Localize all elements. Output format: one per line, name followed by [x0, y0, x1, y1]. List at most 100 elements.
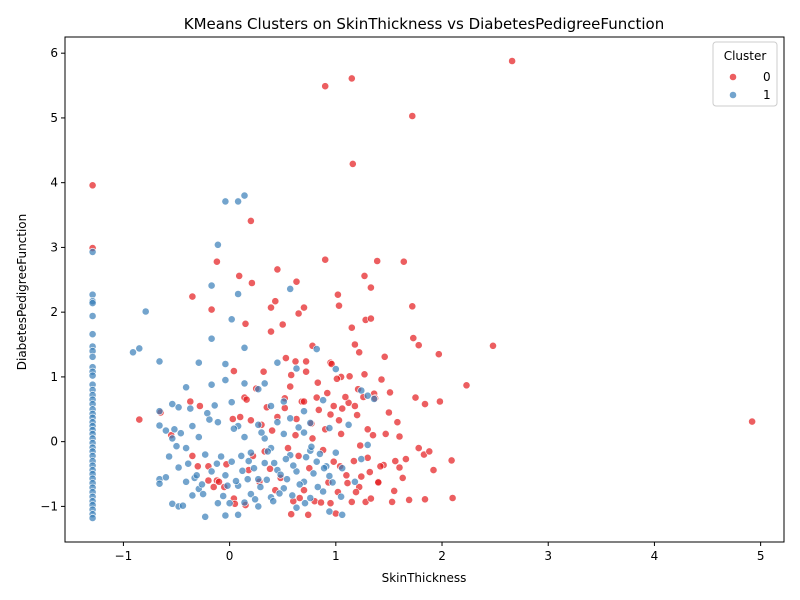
point-cluster-0	[352, 488, 360, 496]
point-cluster-0	[195, 402, 204, 410]
point-cluster-1	[254, 502, 263, 511]
point-cluster-1	[194, 433, 203, 441]
point-cluster-1	[254, 420, 263, 429]
point-cluster-1	[307, 442, 316, 451]
point-cluster-0	[300, 397, 308, 406]
point-cluster-1	[217, 452, 225, 461]
point-cluster-1	[289, 461, 298, 470]
point-cluster-1	[199, 490, 207, 498]
point-cluster-1	[325, 472, 334, 480]
point-cluster-0	[291, 357, 300, 366]
point-cluster-0	[429, 466, 438, 474]
point-cluster-0	[341, 393, 350, 401]
point-cluster-0	[235, 271, 244, 280]
point-cluster-1	[210, 401, 219, 410]
point-cluster-1	[260, 379, 269, 388]
point-cluster-0	[489, 341, 497, 350]
point-cluster-0	[376, 462, 385, 471]
y-tick-label: 6	[50, 46, 58, 60]
legend-box	[712, 41, 778, 107]
point-cluster-0	[294, 451, 303, 460]
point-cluster-1	[198, 480, 206, 489]
point-cluster-0	[329, 457, 338, 466]
point-cluster-0	[345, 372, 354, 381]
point-cluster-0	[414, 444, 423, 452]
point-cluster-0	[326, 499, 335, 508]
point-cluster-1	[256, 483, 265, 491]
point-cluster-0	[350, 402, 359, 410]
point-cluster-1	[201, 512, 210, 521]
x-tick-label: 5	[757, 549, 765, 563]
point-cluster-1	[295, 480, 304, 489]
point-cluster-0	[332, 374, 341, 383]
point-cluster-0	[321, 82, 330, 91]
point-cluster-1	[338, 510, 347, 519]
point-cluster-1	[250, 464, 258, 473]
point-cluster-1	[221, 471, 230, 480]
point-cluster-1	[257, 428, 266, 437]
point-cluster-0	[329, 402, 338, 410]
point-cluster-1	[370, 394, 378, 403]
point-cluster-1	[240, 343, 249, 352]
point-cluster-1	[234, 290, 242, 298]
point-cluster-1	[174, 403, 183, 412]
point-cluster-0	[342, 471, 351, 480]
point-cluster-0	[273, 265, 282, 274]
point-cluster-1	[325, 507, 334, 516]
point-cluster-1	[213, 240, 222, 249]
point-cluster-1	[168, 400, 177, 408]
point-cluster-0	[267, 327, 275, 336]
point-cluster-1	[338, 464, 347, 473]
point-cluster-1	[88, 299, 97, 307]
y-tick-label: 1	[50, 370, 58, 384]
point-cluster-1	[320, 464, 328, 473]
point-cluster-0	[508, 57, 516, 65]
point-cluster-1	[294, 423, 303, 432]
point-cluster-1	[240, 498, 249, 507]
point-cluster-1	[246, 490, 255, 498]
point-cluster-0	[398, 473, 407, 482]
point-cluster-1	[286, 414, 295, 423]
point-cluster-0	[374, 478, 383, 487]
legend: Cluster 0 1	[712, 41, 778, 107]
points-layer	[88, 57, 756, 522]
x-tick-label: 4	[651, 549, 659, 563]
point-cluster-0	[377, 375, 386, 384]
point-cluster-1	[229, 424, 238, 433]
point-cluster-1	[203, 409, 212, 418]
point-cluster-1	[292, 503, 301, 512]
point-cluster-0	[357, 472, 366, 481]
point-cluster-1	[313, 483, 322, 491]
point-cluster-1	[161, 473, 170, 482]
point-cluster-0	[300, 303, 308, 312]
point-cluster-0	[366, 283, 375, 292]
point-cluster-0	[308, 434, 317, 443]
point-cluster-0	[408, 302, 417, 311]
point-cluster-0	[305, 464, 314, 473]
plot-frame	[64, 36, 785, 543]
point-cluster-0	[300, 486, 308, 495]
point-cluster-0	[363, 425, 372, 434]
point-cluster-1	[279, 484, 288, 493]
point-cluster-1	[221, 511, 230, 520]
point-cluster-0	[395, 432, 404, 441]
point-cluster-0	[391, 457, 400, 465]
point-cluster-0	[386, 388, 394, 397]
point-cluster-0	[390, 486, 399, 495]
x-tick-label: 0	[226, 549, 234, 563]
point-cluster-0	[135, 415, 144, 424]
point-cluster-1	[363, 440, 372, 449]
legend-marker-0	[729, 73, 737, 81]
point-cluster-1	[207, 334, 216, 343]
y-tick-label: −1	[40, 499, 58, 513]
point-cluster-1	[227, 315, 236, 324]
point-cluster-1	[88, 312, 97, 320]
point-cluster-1	[357, 386, 366, 395]
point-cluster-1	[254, 385, 263, 394]
point-cluster-0	[409, 334, 418, 342]
point-cluster-1	[286, 284, 295, 293]
axes-layer: −1 0 1 2 3 4 5 −1 0 1 2 3 4 5 6	[40, 36, 785, 563]
point-cluster-0	[228, 415, 237, 423]
point-cluster-0	[287, 510, 296, 519]
